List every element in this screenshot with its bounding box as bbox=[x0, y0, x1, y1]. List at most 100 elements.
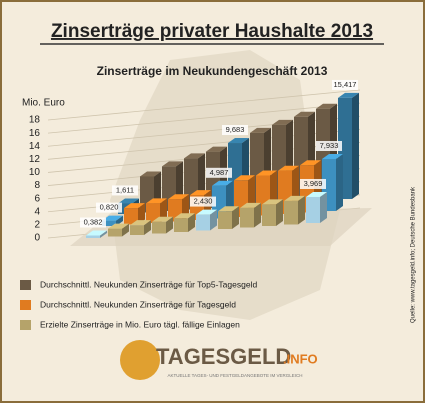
grid-line bbox=[47, 89, 361, 121]
bar-top bbox=[108, 223, 129, 229]
value-label: 4,987 bbox=[210, 168, 229, 177]
bar-top bbox=[168, 194, 189, 200]
bar bbox=[174, 218, 188, 232]
bar bbox=[146, 203, 160, 223]
bar bbox=[130, 225, 144, 235]
bar bbox=[306, 196, 320, 223]
bar-top bbox=[196, 209, 217, 215]
logo-suffix: .INFO bbox=[283, 351, 318, 366]
bar-top bbox=[190, 190, 211, 196]
bar-top bbox=[294, 111, 315, 117]
source: Quelle: www.tagesgeld.info; Deutsche Bun… bbox=[411, 186, 417, 323]
value-label-bg bbox=[190, 196, 216, 207]
bar-top bbox=[86, 230, 107, 236]
chart-title: Zinserträge im Neukundengeschäft 2013 bbox=[97, 64, 328, 78]
bar-side bbox=[100, 230, 107, 238]
legend-swatch bbox=[20, 320, 31, 330]
bar bbox=[124, 208, 138, 225]
legend-label: Erzielte Zinserträge in Mio. Euro tägl. … bbox=[40, 319, 240, 329]
bar bbox=[108, 228, 122, 237]
bar bbox=[152, 221, 166, 234]
value-label: 1,611 bbox=[116, 185, 134, 194]
y-tick-label: 12 bbox=[29, 154, 41, 165]
value-label: 9,683 bbox=[226, 125, 245, 134]
bar-side bbox=[166, 216, 173, 234]
value-label-bg bbox=[206, 167, 232, 178]
bar-top bbox=[124, 203, 145, 209]
bar-top bbox=[234, 175, 255, 181]
bar-side bbox=[320, 191, 327, 223]
y-tick-label: 4 bbox=[34, 206, 40, 217]
bar-side bbox=[276, 199, 283, 226]
bar-top bbox=[338, 92, 359, 98]
y-tick-label: 0 bbox=[34, 233, 40, 244]
value-label: 15,417 bbox=[334, 80, 357, 89]
bar-top bbox=[272, 119, 293, 125]
bar-side bbox=[352, 92, 359, 199]
bar bbox=[284, 200, 298, 225]
bar-top bbox=[146, 198, 167, 204]
value-label-bg bbox=[316, 140, 342, 151]
y-axis-label: Mio. Euro bbox=[22, 98, 65, 109]
bar-side bbox=[122, 223, 129, 237]
bar-side bbox=[138, 203, 145, 225]
logo: TAGESGELD .INFO AKTUELLE TAGES- UND FEST… bbox=[120, 340, 318, 380]
bar-top bbox=[162, 161, 183, 167]
value-label-bg bbox=[112, 185, 138, 196]
bar-top bbox=[130, 220, 151, 226]
y-tick-label: 2 bbox=[34, 220, 40, 231]
bar-side bbox=[336, 153, 343, 211]
logo-coin bbox=[120, 340, 160, 380]
bar-top bbox=[102, 215, 123, 221]
bar-top bbox=[118, 198, 139, 204]
bar-top bbox=[322, 153, 343, 159]
value-label-bg bbox=[222, 125, 248, 136]
bar bbox=[218, 211, 232, 229]
bar-top bbox=[218, 206, 239, 212]
y-tick-label: 10 bbox=[29, 167, 41, 178]
bar-side bbox=[298, 195, 305, 225]
bar bbox=[240, 207, 254, 228]
value-label-bg bbox=[80, 217, 106, 228]
bar-side bbox=[232, 206, 239, 229]
value-label-bg bbox=[300, 178, 326, 189]
bar-top bbox=[316, 103, 337, 109]
bar-top bbox=[140, 171, 161, 177]
bar-side bbox=[144, 220, 151, 235]
y-tick-label: 8 bbox=[34, 180, 40, 191]
bar-top bbox=[256, 170, 277, 176]
y-tick-label: 6 bbox=[34, 193, 40, 204]
bar-side bbox=[254, 202, 261, 228]
bar-side bbox=[188, 213, 195, 232]
bar-top bbox=[300, 160, 321, 166]
bar bbox=[102, 220, 116, 226]
legend-swatch bbox=[20, 300, 31, 310]
logo-name: TAGESGELD bbox=[156, 344, 291, 369]
bar bbox=[262, 204, 276, 226]
bar-top bbox=[262, 199, 283, 205]
y-tick-label: 18 bbox=[29, 115, 41, 126]
grid-line bbox=[47, 102, 361, 134]
bar bbox=[86, 235, 100, 238]
legend-label: Durchschnittl. Neukunden Zinserträge für… bbox=[40, 279, 257, 289]
page-title: Zinserträge privater Haushalte 2013 bbox=[51, 21, 373, 42]
value-label: 0,382 bbox=[84, 217, 103, 226]
y-tick-label: 16 bbox=[29, 128, 41, 139]
bar bbox=[196, 214, 210, 231]
value-label-bg bbox=[96, 202, 122, 213]
value-label: 3,969 bbox=[304, 179, 323, 188]
bar-top bbox=[174, 213, 195, 219]
y-tick-label: 14 bbox=[29, 141, 41, 152]
bar-top bbox=[306, 191, 327, 197]
value-label: 7,933 bbox=[320, 141, 339, 150]
value-label: 2,430 bbox=[194, 197, 213, 206]
bar-top bbox=[228, 138, 249, 144]
bar-top bbox=[278, 165, 299, 171]
bar-top bbox=[184, 153, 205, 159]
legend-label: Durchschnittl. Neukunden Zinserträge für… bbox=[40, 299, 236, 309]
bar-top bbox=[206, 146, 227, 152]
bar-top bbox=[284, 195, 305, 201]
bar-side bbox=[116, 215, 123, 226]
